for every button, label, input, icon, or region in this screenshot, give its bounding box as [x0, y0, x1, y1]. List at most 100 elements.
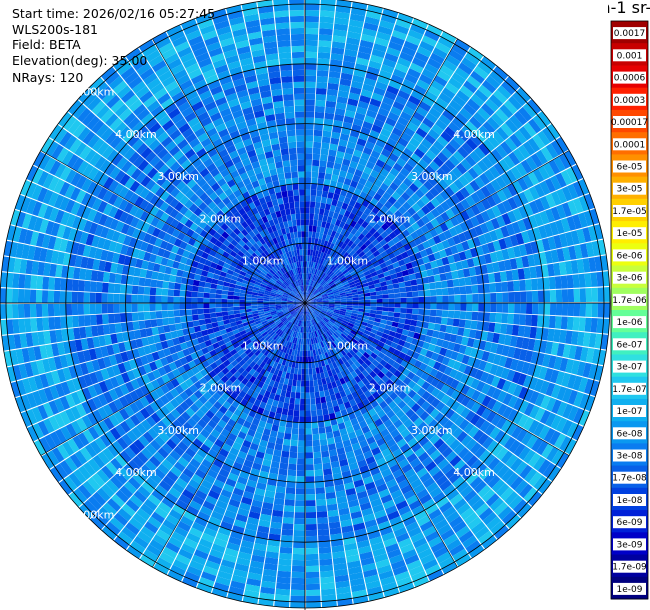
ray-gate [349, 220, 357, 228]
ray-gate [285, 372, 291, 379]
ray-gate [350, 356, 357, 364]
ray-gate [470, 320, 478, 330]
ray-gate [478, 303, 485, 312]
ray-gate [339, 133, 350, 142]
ray-gate [330, 53, 344, 61]
ray-gate [316, 299, 323, 302]
ray-gate [355, 485, 366, 494]
ray-gate [348, 135, 358, 144]
ray-gate [333, 259, 339, 266]
ray-gate [354, 322, 361, 328]
ray-gate [483, 453, 496, 467]
ray-gate [305, 87, 316, 94]
ray-gate [356, 284, 363, 289]
ray-gate [378, 488, 391, 499]
ray-gate [365, 338, 373, 346]
ray-gate [335, 490, 346, 498]
ray-gate [276, 582, 291, 590]
ray-gate [500, 141, 513, 155]
ray-gate [345, 326, 352, 333]
ray-gate [203, 303, 210, 309]
ray-gate [315, 493, 326, 500]
ray-gate [438, 36, 454, 49]
ray-gate [469, 150, 482, 164]
ray-gate [421, 169, 432, 180]
ray-gate [402, 201, 412, 211]
ray-gate [251, 437, 261, 446]
ray-gate [521, 255, 530, 268]
ray-gate [303, 332, 305, 339]
ray-gate [284, 427, 292, 434]
ray-gate [445, 54, 461, 67]
ray-gate [197, 286, 205, 293]
ray-gate [365, 10, 382, 20]
ray-gate [566, 216, 577, 231]
ray-gate [521, 230, 531, 244]
ray-gate [293, 312, 298, 318]
ray-gate [193, 453, 204, 464]
ray-gate [421, 138, 433, 150]
ray-gate [312, 274, 316, 281]
ray-gate [501, 419, 513, 433]
ray-gate [430, 218, 440, 228]
ray-gate [333, 23, 348, 32]
ray-gate [311, 416, 318, 423]
ray-gate [339, 325, 346, 331]
ray-gate [324, 173, 332, 181]
ray-gate [345, 191, 354, 199]
ray-gate [371, 446, 381, 456]
ray-gate [249, 442, 259, 451]
ray-gate [194, 516, 208, 527]
ray-gate [334, 206, 342, 214]
ray-gate [210, 429, 221, 439]
ray-gate [367, 280, 375, 286]
ray-gate [373, 118, 385, 128]
ray-gate [305, 314, 307, 321]
ray-gate [491, 130, 505, 145]
ray-gate [480, 331, 489, 341]
ray-gate [501, 80, 516, 95]
ray-gate [263, 303, 270, 306]
ray-gate [137, 286, 145, 295]
ray-gate [559, 436, 572, 452]
ray-gate [300, 380, 305, 387]
ray-gate [320, 271, 325, 278]
ray-gate [337, 263, 343, 269]
ray-gate [188, 479, 201, 490]
ray-gate [144, 521, 159, 534]
ray-gate [326, 312, 333, 317]
ray-gate [356, 182, 365, 191]
ray-gate [313, 324, 318, 331]
ray-gate [354, 360, 361, 368]
ray-gate [447, 255, 455, 264]
ray-gate [12, 319, 20, 334]
ray-gate [274, 600, 290, 608]
ray-gate [414, 345, 423, 354]
ray-gate [477, 160, 489, 173]
ray-gate [508, 292, 515, 303]
ray-gate [524, 350, 534, 363]
ray-gate [275, 343, 282, 350]
ray-gate [305, 374, 310, 381]
ray-gate [343, 260, 350, 267]
ray-gate [245, 522, 258, 532]
ray-gate [330, 318, 337, 323]
ray-gate [447, 287, 455, 295]
ray-gate [192, 285, 199, 292]
ray-gate [251, 499, 263, 508]
ray-gate [346, 493, 358, 502]
ray-gate [528, 376, 539, 390]
ray-gate [306, 308, 309, 315]
ray-gate [296, 319, 300, 326]
ray-gate [153, 562, 170, 575]
ray-gate [346, 265, 354, 272]
ray-gate [352, 174, 361, 183]
ray-gate [403, 162, 414, 173]
ray-gate [440, 31, 457, 44]
ray-gate [428, 536, 443, 548]
ray-gate [351, 261, 359, 268]
ray-gate [196, 543, 211, 555]
ray-gate [321, 353, 327, 360]
ray-gate [348, 281, 356, 286]
ray-gate [194, 549, 209, 560]
